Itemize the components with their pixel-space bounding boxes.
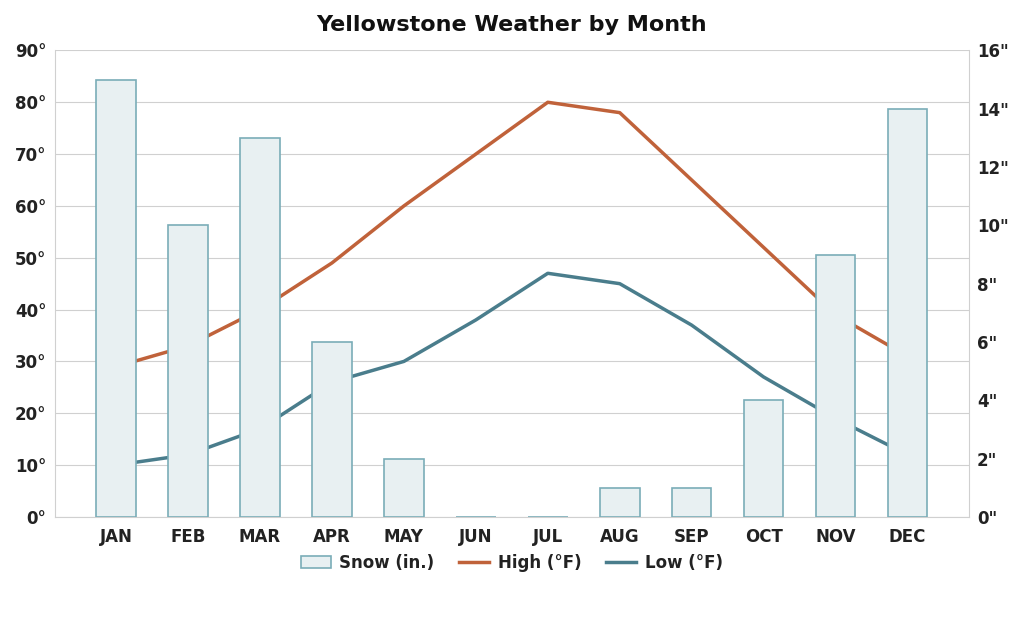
Title: Yellowstone Weather by Month: Yellowstone Weather by Month [316, 15, 708, 35]
Legend: Snow (in.), High (°F), Low (°F): Snow (in.), High (°F), Low (°F) [294, 547, 729, 578]
Bar [888, 109, 928, 517]
Bar [600, 488, 640, 517]
Bar [743, 400, 783, 517]
Bar [241, 138, 280, 517]
Bar [96, 79, 136, 517]
Bar [816, 255, 855, 517]
Bar [384, 458, 424, 517]
Bar [168, 225, 208, 517]
Bar [312, 342, 352, 517]
Bar [672, 488, 712, 517]
